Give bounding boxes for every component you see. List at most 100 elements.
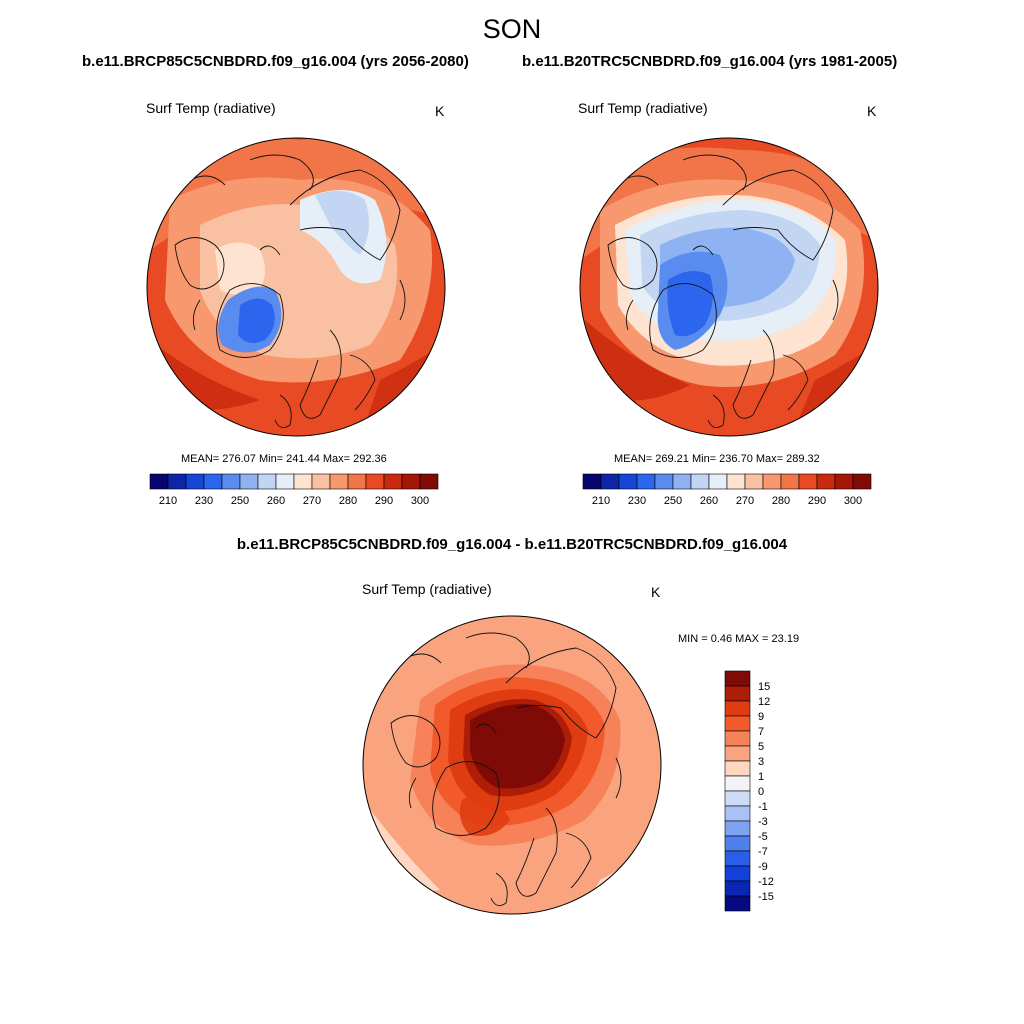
diff-colorbar: 15 12 9 7 5 3 1 0 -1 -3 -5 -7 -9 -12 -15 [724, 670, 774, 912]
diff-colorbar-tick-label: -7 [758, 846, 768, 858]
left-colorbar-swatch [275, 473, 295, 490]
diff-colorbar-tick-label: 7 [758, 726, 764, 738]
left-map-border [146, 137, 446, 437]
diff-variable-label: Surf Temp (radiative) [362, 581, 492, 597]
diff-colorbar-swatch [724, 700, 751, 717]
right-colorbar-swatch [636, 473, 656, 490]
diff-colorbar-swatch [724, 835, 751, 852]
diff-colorbar-tick-label: 1 [758, 771, 764, 783]
left-colorbar-swatch [329, 473, 349, 490]
left-colorbar-tick-label: 300 [411, 495, 429, 507]
right-colorbar-swatch [690, 473, 710, 490]
diff-units-label: K [651, 584, 661, 600]
diff-colorbar-swatch [724, 805, 751, 822]
diff-colorbar-swatch [724, 850, 751, 867]
diff-colorbar-tick-label: 12 [758, 696, 770, 708]
season-title: SON [482, 14, 542, 44]
left-colorbar-swatch [203, 473, 223, 490]
diff-colorbar-tick-label: 9 [758, 711, 764, 723]
diff-colorbar-swatch [724, 745, 751, 762]
right-colorbar-swatch [600, 473, 620, 490]
left-colorbar-tick-label: 250 [231, 495, 249, 507]
diff-polar-map [363, 616, 661, 914]
right-colorbar-tick-label: 290 [808, 495, 826, 507]
right-colorbar-tick-label: 230 [628, 495, 646, 507]
right-colorbar-tick-label: 300 [844, 495, 862, 507]
diff-colorbar-tick-label: -15 [758, 891, 774, 903]
left-colorbar-swatch [167, 473, 187, 490]
diff-colorbar-swatch [724, 865, 751, 882]
left-colorbar-swatch [257, 473, 277, 490]
right-map-border [579, 137, 879, 437]
left-colorbar-tick-label: 290 [375, 495, 393, 507]
left-colorbar-tick-label: 230 [195, 495, 213, 507]
diff-map-border [362, 615, 662, 915]
diff-stats: MIN = 0.46 MAX = 23.19 [678, 633, 800, 645]
right-polar-map [580, 138, 878, 436]
left-colorbar-swatch [347, 473, 367, 490]
left-polar-map [147, 138, 445, 436]
right-colorbar-swatch [834, 473, 854, 490]
right-colorbar-swatch [582, 473, 602, 490]
diff-colorbar-tick-label: -1 [758, 801, 768, 813]
left-colorbar-swatch [239, 473, 259, 490]
right-colorbar-swatch [744, 473, 764, 490]
diff-colorbar-swatch [724, 760, 751, 777]
right-colorbar: 210 230 250 260 270 280 290 300 [582, 473, 872, 507]
diff-colorbar-tick-label: 3 [758, 756, 764, 768]
left-colorbar-swatch [419, 473, 439, 490]
right-variable-label: Surf Temp (radiative) [578, 100, 708, 116]
diff-colorbar-swatch [724, 715, 751, 732]
diff-colorbar-tick-label: -3 [758, 816, 768, 828]
left-colorbar-tick-label: 270 [303, 495, 321, 507]
right-colorbar-tick-label: 260 [700, 495, 718, 507]
left-stats: MEAN= 276.07 Min= 241.44 Max= 292.36 [181, 453, 387, 465]
left-colorbar-swatch [383, 473, 403, 490]
right-colorbar-swatch [618, 473, 638, 490]
right-colorbar-swatch [672, 473, 692, 490]
left-colorbar-swatch [401, 473, 421, 490]
right-colorbar-tick-label: 270 [736, 495, 754, 507]
left-panel-header: b.e11.BRCP85C5CNBDRD.f09_g16.004 (yrs 20… [82, 53, 469, 70]
right-colorbar-tick-label: 280 [772, 495, 790, 507]
diff-colorbar-swatch [724, 670, 751, 687]
right-colorbar-swatch [708, 473, 728, 490]
diff-colorbar-tick-label: -5 [758, 831, 768, 843]
left-colorbar-tick-label: 210 [159, 495, 177, 507]
left-units-label: K [435, 103, 445, 119]
left-colorbar-swatch [311, 473, 331, 490]
left-colorbar-swatch [293, 473, 313, 490]
diff-colorbar-tick-label: 0 [758, 786, 764, 798]
diff-colorbar-swatch [724, 730, 751, 747]
right-colorbar-tick-label: 210 [592, 495, 610, 507]
right-colorbar-swatch [816, 473, 836, 490]
left-colorbar-swatch [149, 473, 169, 490]
diff-panel-header: b.e11.BRCP85C5CNBDRD.f09_g16.004 - b.e11… [236, 536, 788, 553]
right-coastlines [607, 154, 839, 429]
right-colorbar-swatch [762, 473, 782, 490]
diff-colorbar-tick-label: -12 [758, 876, 774, 888]
right-colorbar-swatch [798, 473, 818, 490]
left-coastlines [174, 154, 406, 429]
diff-colorbar-swatch [724, 790, 751, 807]
diff-colorbar-swatch [724, 775, 751, 792]
right-colorbar-swatch [654, 473, 674, 490]
diff-colorbar-swatch [724, 895, 751, 912]
right-colorbar-swatch [726, 473, 746, 490]
left-colorbar-swatch [365, 473, 385, 490]
left-variable-label: Surf Temp (radiative) [146, 100, 276, 116]
right-units-label: K [867, 103, 877, 119]
left-colorbar-swatch [221, 473, 241, 490]
left-colorbar-swatch [185, 473, 205, 490]
diff-colorbar-swatch [724, 685, 751, 702]
right-stats: MEAN= 269.21 Min= 236.70 Max= 289.32 [614, 453, 820, 465]
right-colorbar-tick-label: 250 [664, 495, 682, 507]
left-colorbar-tick-label: 280 [339, 495, 357, 507]
diff-colorbar-swatch [724, 820, 751, 837]
right-colorbar-swatch [852, 473, 872, 490]
diff-coastlines [390, 632, 622, 907]
left-colorbar-tick-label: 260 [267, 495, 285, 507]
right-colorbar-swatch [780, 473, 800, 490]
